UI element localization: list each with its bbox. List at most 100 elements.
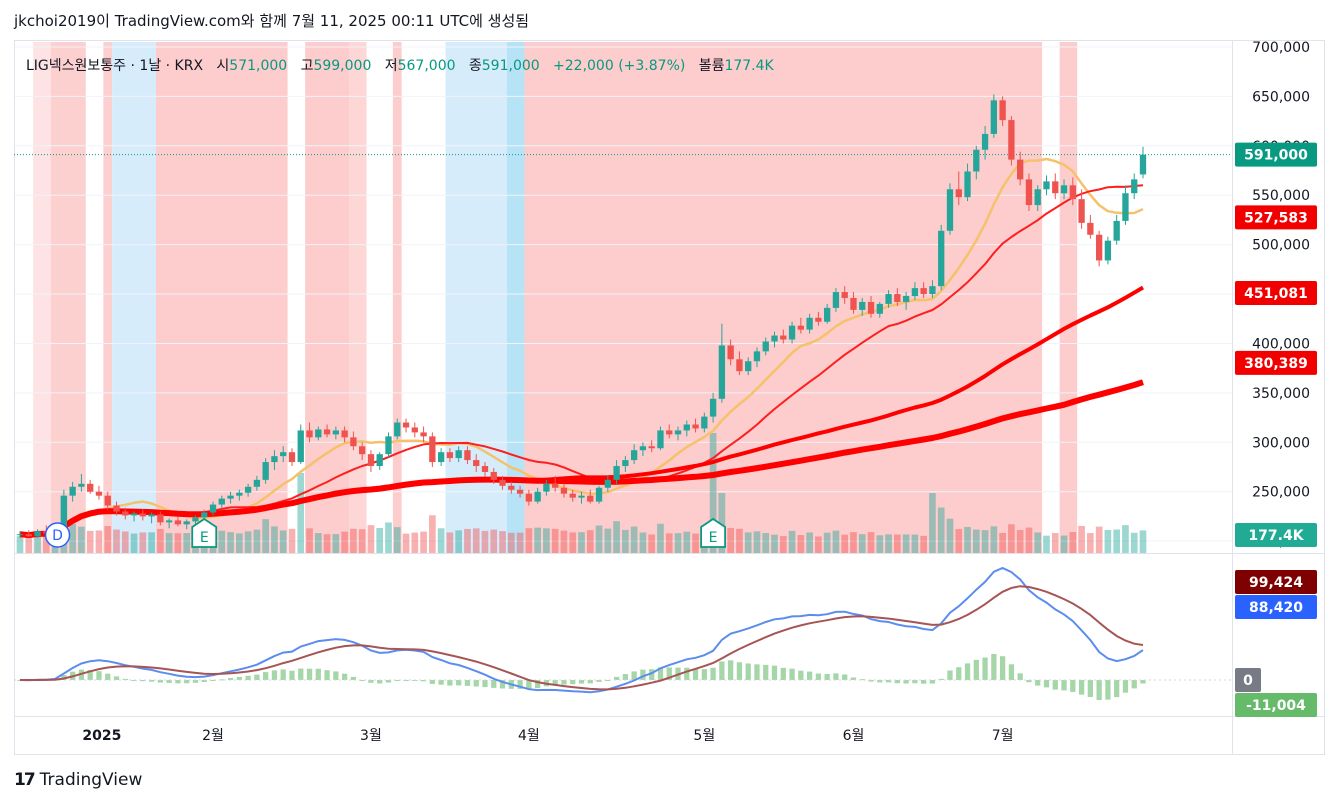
macd-histogram-bar <box>140 680 146 682</box>
volume-bar <box>841 534 849 553</box>
volume-bar <box>490 529 498 553</box>
macd-histogram-bar <box>921 680 927 684</box>
candle-body <box>753 351 761 362</box>
candle <box>209 501 217 516</box>
macd-zero-badge: 0 <box>1235 668 1261 692</box>
time-tick-label: 2025 <box>82 728 121 744</box>
macd-histogram-bar <box>96 671 102 680</box>
candle-body <box>25 534 32 537</box>
macd-histogram-bar <box>806 671 813 680</box>
volume-bar <box>639 532 647 553</box>
candle-body <box>657 430 664 449</box>
candle <box>429 432 436 468</box>
volume-bar <box>867 532 875 553</box>
candle <box>87 479 94 494</box>
tradingview-logo[interactable]: 17 TradingView <box>14 770 142 790</box>
price-badge-0-bg <box>1235 142 1317 167</box>
event-marker-e[interactable]: E <box>700 517 727 548</box>
macd-histogram-bar <box>263 672 269 680</box>
macd-hist-badge-text: -11,004 <box>1246 698 1306 714</box>
macd-histogram-bar <box>745 663 751 680</box>
candle-body <box>464 450 471 461</box>
macd-histogram-bar <box>754 664 760 680</box>
macd-histogram-bar <box>877 680 883 683</box>
candle-body <box>1069 185 1076 200</box>
candle-body <box>420 432 427 437</box>
volume-bar <box>604 528 612 553</box>
price-badge-1-text: 527,583 <box>1244 210 1308 226</box>
macd-histogram-bar <box>798 670 804 680</box>
macd-histogram-bar <box>87 669 93 680</box>
candle-body <box>481 466 489 472</box>
macd-histogram-bar <box>236 676 242 680</box>
time-tick-label: 4월 <box>518 728 540 744</box>
candle <box>244 483 252 497</box>
candle <box>1131 173 1138 200</box>
bg-band-6 <box>349 42 367 553</box>
candle <box>990 94 998 138</box>
price-badge-1-bg <box>1235 205 1317 230</box>
candle <box>736 351 743 376</box>
volume-bar <box>981 530 989 553</box>
close-label: 종 <box>468 58 482 74</box>
high-value: 599,000 <box>313 58 372 74</box>
price-tick-label: 550,000 <box>1252 188 1310 204</box>
volume-bar <box>130 533 138 553</box>
volume-bar <box>1034 532 1042 553</box>
macd-histogram-bar <box>815 673 822 680</box>
macd-signal-badge: 99,424 <box>1235 570 1317 594</box>
candle <box>552 475 559 492</box>
volume-bar <box>306 528 313 553</box>
volume-bar <box>850 532 857 553</box>
macd-histogram-bar <box>1017 673 1023 680</box>
volume-bar <box>1139 530 1147 553</box>
candle-body <box>376 454 383 467</box>
candle-body <box>788 325 796 340</box>
volume-bar <box>455 530 463 553</box>
time-axis[interactable]: 2025 2월 3월 4월 5월 6월 7월 <box>82 728 1013 744</box>
candle-body <box>683 424 690 431</box>
candle-body <box>736 359 743 372</box>
earnings-marker-icon <box>191 517 218 548</box>
candle <box>1025 173 1033 212</box>
candle <box>911 282 919 300</box>
candle-body <box>402 422 410 428</box>
candle <box>762 337 769 356</box>
bg-band-11 <box>1059 42 1078 553</box>
volume-bar <box>69 523 76 553</box>
volume-bar <box>727 528 734 553</box>
candle-body <box>174 520 182 525</box>
candle <box>578 491 585 504</box>
candle-body <box>1025 179 1033 206</box>
candle <box>981 126 989 160</box>
event-marker-e[interactable]: E <box>191 517 218 548</box>
candle <box>148 512 155 524</box>
macd-histogram-bar <box>570 680 576 685</box>
candle <box>674 426 682 441</box>
close-value: 591,000 <box>481 58 540 74</box>
event-marker-d[interactable]: D <box>44 522 71 548</box>
macd-histogram-bar <box>227 677 234 680</box>
candle-body <box>1008 120 1015 160</box>
candle <box>104 491 111 510</box>
candle <box>271 450 278 470</box>
macd-histogram-bar <box>666 667 672 680</box>
price-tick-label: 650,000 <box>1252 89 1310 105</box>
candle <box>1017 151 1024 186</box>
macd-histogram-bar <box>306 668 313 680</box>
candle-body <box>823 307 831 322</box>
candle <box>490 467 497 484</box>
candle <box>139 509 146 521</box>
candle-body <box>139 513 146 517</box>
high-label: 고 <box>300 58 314 74</box>
ohlc-legend: LIG넥스원보통주 · 1날 · KRX 시571,000 고599,000 저… <box>26 55 774 75</box>
volume-bar <box>1078 525 1085 553</box>
macd-histogram-bar <box>245 675 251 680</box>
volume-bar <box>516 532 524 553</box>
volume-bar <box>157 528 164 553</box>
macd-histogram-bar <box>991 654 997 680</box>
macd-histogram-bar <box>499 680 506 689</box>
candle <box>569 489 576 502</box>
